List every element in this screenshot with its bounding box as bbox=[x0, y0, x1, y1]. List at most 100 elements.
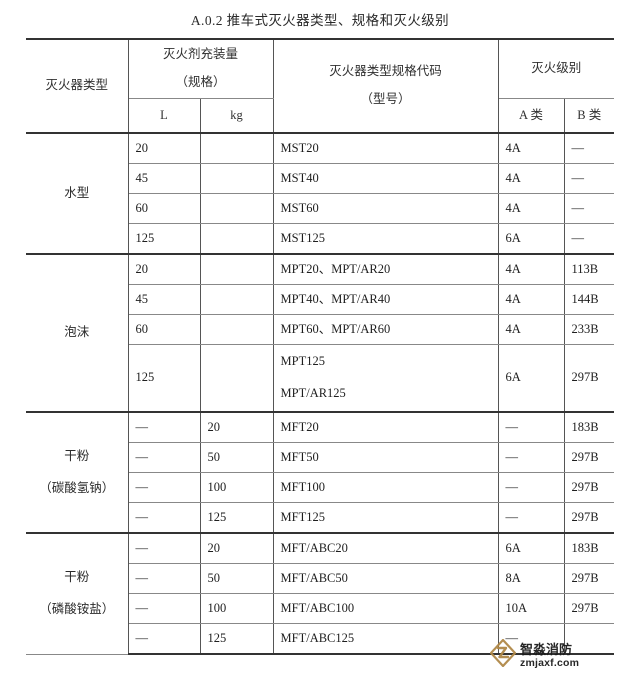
cell-rating-a: 4A bbox=[497, 314, 565, 345]
table-row: 干粉 （磷酸铵盐） —20 MFT/ABC20 6A 183B bbox=[26, 532, 615, 655]
cell-capacity-l: 125 bbox=[128, 344, 201, 413]
cell-model-code: MFT/ABC20 bbox=[272, 532, 499, 564]
cell-rating-b: 297B bbox=[563, 344, 615, 413]
cell-model-code-line2: MPT/AR125 bbox=[280, 386, 346, 400]
cell-capacity-kg bbox=[199, 223, 274, 255]
cell-rating-a: 6A bbox=[497, 532, 565, 564]
cell-capacity-l: — bbox=[127, 532, 201, 564]
cell-rating-b: 297B bbox=[563, 442, 615, 473]
cell-rating-a: — bbox=[497, 472, 565, 503]
cell-capacity-l: — bbox=[128, 563, 201, 594]
table-row: 125 MPT125 MPT/AR125 6A 297B bbox=[26, 344, 615, 413]
cell-capacity-kg: 100 bbox=[199, 472, 274, 503]
cell-capacity-l: — bbox=[128, 442, 201, 473]
group-label-line2: （磷酸铵盐） bbox=[39, 601, 115, 616]
header-charge-line1: 灭火剂充装量 bbox=[163, 47, 239, 62]
group-label-cell: 干粉 （碳酸氢钠） bbox=[26, 411, 129, 534]
table-row: 水型 20 MST20 4A — bbox=[26, 132, 615, 255]
cell-rating-b: — bbox=[563, 193, 615, 224]
page-title-text: A.0.2 推车式灭火器类型、规格和灭火级别 bbox=[190, 13, 450, 28]
cell-capacity-kg: 125 bbox=[199, 623, 274, 655]
cell-rating-a: — bbox=[497, 442, 565, 473]
table-row: —50 MFT50—297B bbox=[26, 442, 615, 473]
cell-model-code: MFT20 bbox=[272, 411, 499, 443]
cell-model-code: MFT50 bbox=[272, 442, 499, 473]
cell-rating-b: 297B bbox=[563, 593, 615, 624]
group-label-cell: 泡沫 bbox=[26, 253, 129, 413]
group-label-cell: 干粉 （磷酸铵盐） bbox=[26, 532, 129, 655]
cell-model-code: MFT/ABC100 bbox=[272, 593, 499, 624]
cell-model-code: MFT100 bbox=[272, 472, 499, 503]
cell-rating-a: — bbox=[497, 502, 565, 534]
header-cell-unit-kg: kg bbox=[199, 98, 274, 134]
cell-capacity-kg bbox=[199, 253, 274, 285]
cell-rating-b: 297B bbox=[563, 563, 615, 594]
cell-rating-a: 4A bbox=[497, 193, 565, 224]
group-label-line1: 泡沫 bbox=[64, 325, 90, 340]
header-cell-code: 灭火器类型规格代码 （型号） bbox=[272, 38, 499, 134]
cell-model-code: MFT/ABC50 bbox=[272, 563, 499, 594]
table-row: —100 MFT/ABC100 10A 297B bbox=[26, 593, 615, 624]
cell-capacity-l: 60 bbox=[128, 314, 201, 345]
header-rating-label: 灭火级别 bbox=[531, 61, 582, 76]
header-rating-a-label: A 类 bbox=[519, 107, 543, 122]
table-row: 60 MPT60、MPT/AR60 4A 233B bbox=[26, 314, 615, 345]
header-charge-line2: （规格） bbox=[175, 75, 226, 89]
cell-capacity-l: — bbox=[128, 593, 201, 624]
cell-rating-b: 297B bbox=[563, 472, 615, 503]
table-row: 45 MPT40、MPT/AR40 4A 144B bbox=[26, 284, 615, 315]
cell-capacity-kg bbox=[199, 284, 274, 315]
cell-model-code: MFT125 bbox=[272, 502, 499, 534]
cell-capacity-kg bbox=[199, 132, 274, 164]
cell-capacity-l: 60 bbox=[128, 193, 201, 224]
cell-rating-a: — bbox=[497, 411, 565, 443]
cell-capacity-kg: 20 bbox=[199, 532, 274, 564]
header-cell-rating-b: B 类 bbox=[563, 98, 615, 134]
group-label-line1: 干粉 bbox=[64, 448, 90, 463]
cell-capacity-l: — bbox=[128, 623, 201, 655]
cell-capacity-kg bbox=[199, 314, 274, 345]
group-label-line1: 干粉 bbox=[64, 570, 90, 585]
cell-capacity-kg: 50 bbox=[199, 442, 274, 473]
cell-rating-a: 4A bbox=[497, 163, 565, 194]
cell-rating-b bbox=[563, 623, 615, 655]
cell-capacity-l: — bbox=[128, 472, 201, 503]
cell-capacity-l: — bbox=[128, 502, 201, 534]
header-unit-l-label: L bbox=[160, 107, 168, 122]
cell-rating-a: 8A bbox=[497, 563, 565, 594]
cell-capacity-kg: 50 bbox=[199, 563, 274, 594]
cell-rating-b: — bbox=[563, 132, 615, 164]
cell-rating-b: 183B bbox=[563, 411, 615, 443]
cell-model-code: MPT60、MPT/AR60 bbox=[272, 314, 499, 345]
cell-rating-b: 297B bbox=[563, 502, 615, 534]
cell-capacity-l: 45 bbox=[128, 163, 201, 194]
table-row: —125 MFT/ABC125— bbox=[26, 623, 615, 655]
header-code-line2: （型号） bbox=[360, 92, 411, 106]
cell-capacity-l: 45 bbox=[128, 284, 201, 315]
table-row: —100 MFT100—297B bbox=[26, 472, 615, 503]
group-label-line2: （碳酸氢钠） bbox=[39, 480, 115, 495]
cell-capacity-kg: 100 bbox=[199, 593, 274, 624]
cell-rating-a: 4A bbox=[497, 253, 565, 285]
header-cell-type: 灭火器类型 bbox=[26, 38, 129, 134]
cell-capacity-l: 20 bbox=[127, 132, 201, 164]
cell-capacity-kg bbox=[199, 193, 274, 224]
cell-capacity-l: 20 bbox=[127, 253, 201, 285]
cell-rating-b: 233B bbox=[563, 314, 615, 345]
page-title: A.0.2 推车式灭火器类型、规格和灭火级别 bbox=[0, 0, 640, 38]
cell-model-code-line1: MPT125 bbox=[280, 354, 325, 369]
cell-capacity-kg bbox=[199, 163, 274, 194]
group-label-cell: 水型 bbox=[26, 132, 129, 255]
cell-capacity-kg: 125 bbox=[199, 502, 274, 534]
cell-rating-a: 4A bbox=[497, 284, 565, 315]
cell-model-code: MPT20、MPT/AR20 bbox=[272, 253, 499, 285]
table-row: 125 MST125 6A — bbox=[26, 223, 615, 255]
cell-rating-b: 144B bbox=[563, 284, 615, 315]
cell-rating-a: 6A bbox=[497, 344, 565, 413]
cell-model-code: MST40 bbox=[272, 163, 499, 194]
cell-model-code: MST60 bbox=[272, 193, 499, 224]
cell-rating-b: — bbox=[563, 223, 615, 255]
